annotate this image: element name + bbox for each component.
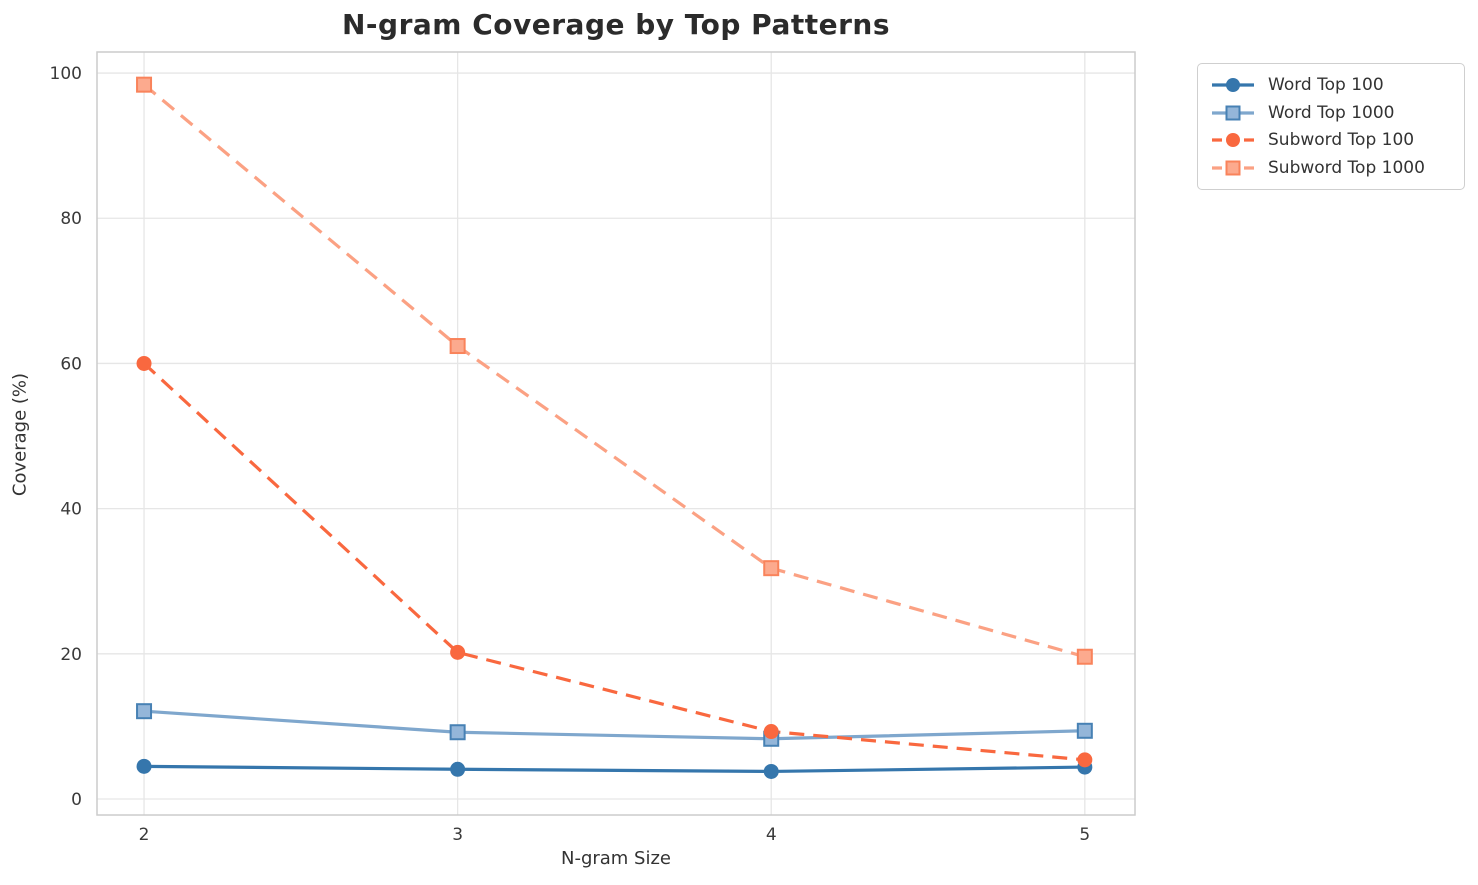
legend-item-word-top-1000: Word Top 1000 bbox=[1210, 102, 1452, 124]
legend-item-subword-top-1000: Subword Top 1000 bbox=[1210, 157, 1452, 179]
data-point bbox=[763, 763, 779, 779]
data-point bbox=[450, 761, 466, 777]
series-line bbox=[144, 764, 1085, 774]
series-line bbox=[142, 362, 1085, 762]
legend-label: Subword Top 1000 bbox=[1268, 158, 1425, 179]
legend: Word Top 100 Word Top 1000 Subword Top 1… bbox=[1197, 63, 1465, 190]
y-tick-label: 20 bbox=[60, 645, 82, 665]
x-axis-label: N-gram Size bbox=[560, 848, 672, 869]
y-axis-label: Coverage (%) bbox=[9, 372, 31, 497]
legend-marker-circle bbox=[1226, 77, 1240, 92]
y-tick-label: 80 bbox=[60, 209, 82, 229]
data-point bbox=[136, 758, 152, 774]
series-line bbox=[143, 83, 1086, 659]
x-tick-label: 2 bbox=[139, 825, 150, 845]
x-tick-label: 3 bbox=[452, 825, 463, 845]
legend-swatch-word-top-100 bbox=[1212, 77, 1254, 92]
data-point bbox=[136, 355, 152, 371]
data-point bbox=[1077, 752, 1093, 768]
y-tick-label: 0 bbox=[71, 790, 82, 810]
legend-label: Subword Top 100 bbox=[1268, 130, 1415, 151]
y-tick-label: 40 bbox=[60, 500, 82, 520]
legend-swatch-word-top-1000 bbox=[1212, 105, 1254, 121]
legend-marker-square bbox=[1225, 160, 1241, 176]
data-point bbox=[136, 703, 153, 720]
data-point bbox=[136, 76, 153, 93]
data-point bbox=[450, 644, 466, 660]
data-point bbox=[763, 724, 779, 740]
legend-label: Word Top 100 bbox=[1268, 74, 1384, 95]
data-point bbox=[449, 338, 466, 355]
legend-label: Word Top 1000 bbox=[1268, 102, 1395, 123]
legend-item-word-top-100: Word Top 100 bbox=[1210, 74, 1452, 96]
legend-marker-square bbox=[1225, 105, 1241, 121]
legend-swatch-subword-top-100 bbox=[1212, 133, 1254, 148]
y-tick-label: 100 bbox=[50, 64, 82, 84]
chart-title: N-gram Coverage by Top Patterns bbox=[341, 8, 891, 41]
plot-spines bbox=[96, 51, 1136, 816]
data-point bbox=[449, 724, 466, 741]
series-line bbox=[143, 709, 1085, 741]
x-tick-label: 5 bbox=[1079, 825, 1090, 845]
legend-item-subword-top-100: Subword Top 100 bbox=[1210, 129, 1452, 151]
data-point bbox=[1076, 648, 1093, 665]
data-point bbox=[763, 560, 780, 577]
data-point bbox=[1076, 722, 1093, 739]
legend-swatch-subword-top-1000 bbox=[1212, 160, 1254, 176]
y-tick-label: 60 bbox=[60, 354, 82, 374]
x-tick-label: 4 bbox=[766, 825, 777, 845]
legend-marker-circle bbox=[1226, 133, 1240, 148]
